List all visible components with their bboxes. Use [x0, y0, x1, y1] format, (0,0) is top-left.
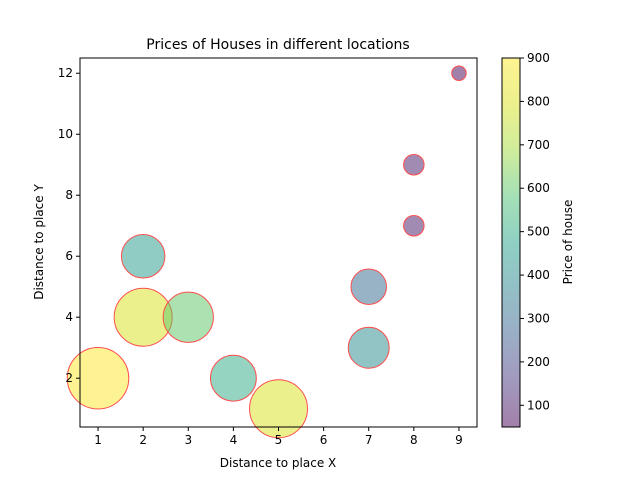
- y-tick-label: 12: [58, 66, 73, 80]
- data-point-9: [403, 214, 425, 237]
- colorbar-tick-label: 100: [527, 398, 550, 412]
- data-point-1: [66, 346, 130, 410]
- x-tick-label: 6: [320, 433, 328, 447]
- colorbar-tick-label: 400: [527, 268, 550, 282]
- y-axis-ticks: 2 4 6 8 10 12: [58, 66, 80, 385]
- y-tick-label: 8: [65, 188, 73, 202]
- data-point-4: [162, 291, 214, 343]
- x-tick-label: 5: [275, 433, 283, 447]
- points-layer: [66, 65, 467, 439]
- colorbar-frame: [501, 57, 521, 428]
- data-point-10: [403, 153, 425, 176]
- colorbar-tick-label: 600: [527, 181, 550, 195]
- data-point-5: [209, 354, 257, 402]
- colorbar-tick-label: 200: [527, 355, 550, 369]
- x-tick-label: 2: [139, 433, 147, 447]
- data-point-6: [249, 379, 308, 439]
- x-tick-label: 8: [410, 433, 418, 447]
- colorbar-tick-label: 900: [527, 51, 550, 65]
- data-point-8: [350, 268, 387, 305]
- x-axis-ticks: 1 2 3 4 5 6 7 8 9: [94, 427, 463, 447]
- y-tick-label: 4: [65, 310, 73, 324]
- x-axis-label: Distance to place X: [220, 456, 336, 470]
- x-tick-label: 3: [184, 433, 192, 447]
- data-point-7: [347, 326, 390, 369]
- colorbar-gradient: [502, 58, 520, 427]
- x-tick-label: 7: [365, 433, 373, 447]
- chart-title: Prices of Houses in different locations: [146, 37, 409, 53]
- colorbar-ticks: 100 200 300 400 500 600 700 800 900: [520, 51, 550, 412]
- data-point-3: [120, 233, 166, 279]
- data-point-11: [451, 65, 467, 81]
- x-tick-label: 9: [455, 433, 463, 447]
- colorbar-label: Price of house: [561, 200, 575, 285]
- x-tick-label: 4: [230, 433, 238, 447]
- y-axis-label: Distance to place Y: [32, 184, 46, 300]
- x-tick-label: 1: [94, 433, 102, 447]
- y-tick-label: 2: [65, 371, 73, 385]
- colorbar: 100 200 300 400 500 600 700 800 900 Price of hou…: [501, 51, 575, 428]
- colorbar-tick-label: 800: [527, 94, 550, 108]
- colorbar-tick-label: 700: [527, 138, 550, 152]
- y-tick-label: 10: [58, 127, 73, 141]
- y-tick-label: 6: [65, 249, 73, 263]
- colorbar-tick-label: 300: [527, 311, 550, 325]
- colorbar-tick-label: 500: [527, 225, 550, 239]
